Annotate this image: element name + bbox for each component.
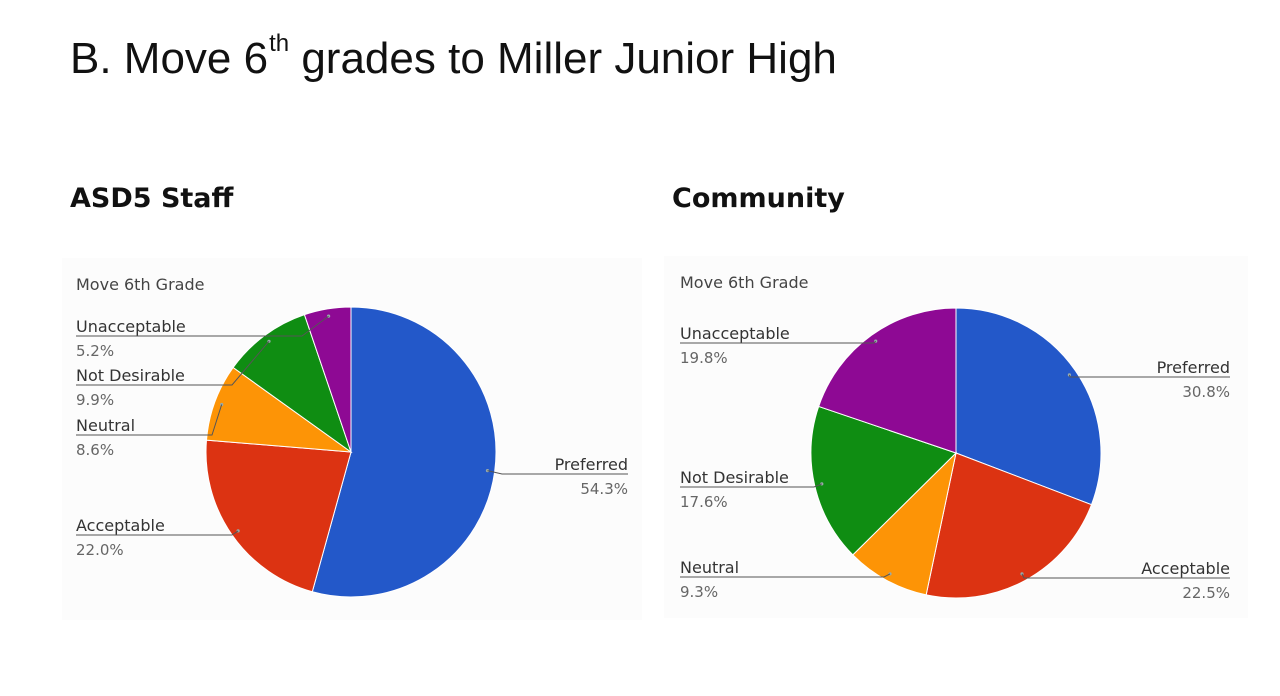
slide-title: B. Move 6th grades to Miller Junior High [70, 30, 837, 84]
staff-leader-preferred [487, 470, 628, 475]
community-value-unacceptable: 19.8% [680, 349, 728, 367]
community-leader-preferred [1068, 374, 1230, 378]
community-label-neutral: Neutral [680, 558, 739, 577]
staff-value-unacceptable: 5.2% [76, 342, 114, 360]
staff-pie-chart: Move 6th Grade Preferred 54.3% Acceptable 22… [62, 258, 642, 620]
community-leader-neutral [680, 573, 891, 578]
community-label-preferred: Preferred [1157, 358, 1230, 377]
staff-value-preferred: 54.3% [580, 480, 628, 498]
staff-leader-acceptable [76, 530, 239, 536]
slide-title-rest: grades to Miller Junior High [289, 34, 837, 83]
staff-label-preferred: Preferred [555, 455, 628, 474]
staff-value-neutral: 8.6% [76, 441, 114, 459]
staff-leader-neutral [76, 404, 223, 436]
staff-label-unacceptable: Unacceptable [76, 317, 186, 336]
community-slice-preferred [955, 307, 1102, 506]
community-slice-neutral [852, 451, 957, 596]
staff-label-not-desirable: Not Desirable [76, 366, 185, 385]
community-heading: Community [672, 183, 845, 214]
community-leader-unacceptable [680, 340, 877, 344]
staff-label-neutral: Neutral [76, 416, 135, 435]
staff-pie-svg: Move 6th Grade Preferred 54.3% Acceptable 22… [76, 275, 628, 598]
community-slice-not-desirable [810, 405, 957, 556]
staff-slice-unacceptable [303, 306, 352, 453]
staff-value-acceptable: 22.0% [76, 541, 124, 559]
community-chart-title: Move 6th Grade [680, 273, 808, 292]
staff-value-not-desirable: 9.9% [76, 391, 114, 409]
staff-heading: ASD5 Staff [70, 183, 234, 214]
community-pie-chart: Move 6th Grade Preferred 30.8% Acceptable 22… [664, 256, 1248, 618]
slide-title-main: B. Move 6 [70, 34, 269, 83]
community-slice-unacceptable [818, 307, 957, 454]
community-value-acceptable: 22.5% [1182, 584, 1230, 602]
community-value-not-desirable: 17.6% [680, 493, 728, 511]
staff-chart-title: Move 6th Grade [76, 275, 204, 294]
staff-anchor-neutral [220, 402, 224, 407]
community-value-preferred: 30.8% [1182, 383, 1230, 401]
community-slice-acceptable [925, 452, 1093, 599]
community-label-not-desirable: Not Desirable [680, 468, 789, 487]
staff-leader-not-desirable [76, 340, 270, 386]
staff-slice-preferred [311, 306, 497, 598]
slide-title-superscript: th [269, 30, 290, 57]
community-label-unacceptable: Unacceptable [680, 324, 790, 343]
staff-leader-unacceptable [76, 315, 329, 337]
staff-label-acceptable: Acceptable [76, 516, 165, 535]
community-label-acceptable: Acceptable [1141, 559, 1230, 578]
community-pie-svg: Move 6th Grade Preferred 30.8% Acceptable 22… [680, 273, 1230, 602]
community-leader-not-desirable [680, 483, 822, 488]
community-leader-acceptable [1021, 573, 1230, 579]
community-value-neutral: 9.3% [680, 583, 718, 601]
